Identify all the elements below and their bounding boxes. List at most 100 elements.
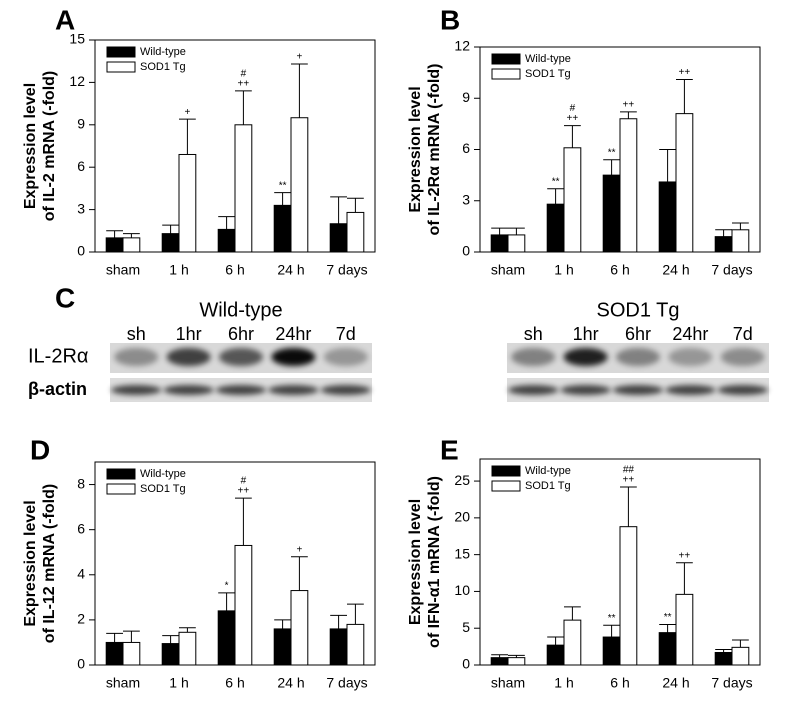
x-tick-label: sham (106, 675, 140, 691)
significance-mark: + (296, 544, 302, 555)
x-tick-label: sham (491, 262, 525, 278)
significance-mark: ++ (238, 79, 250, 90)
x-tick-label: 6 h (610, 262, 629, 278)
x-tick-label: 6 h (225, 262, 244, 278)
bar (234, 124, 253, 253)
error-bar (564, 125, 581, 148)
bar (122, 237, 141, 253)
bar (105, 641, 124, 666)
x-tick-label: 7 days (326, 675, 367, 691)
y-axis-label-line: Expression level (22, 500, 39, 626)
y-tick-label: 0 (77, 243, 85, 259)
legend-label: SOD1 Tg (525, 68, 571, 80)
x-tick-label: 7 days (326, 262, 367, 278)
x-tick-label: 1 h (169, 675, 188, 691)
blot-band (720, 348, 765, 366)
error-bar (659, 149, 676, 182)
significance-mark: ** (664, 612, 672, 623)
y-tick-label: 0 (462, 656, 470, 672)
blot-band (218, 348, 264, 366)
y-axis-label-line: of IL-2 mRNA (-fold) (41, 71, 58, 221)
legend-label: Wild-type (525, 465, 571, 477)
x-tick-label: sham (491, 675, 525, 691)
significance-mark: + (184, 107, 190, 118)
blot-band (111, 385, 162, 395)
blot-band (323, 348, 368, 366)
legend-label: Wild-type (525, 53, 571, 65)
error-bar (603, 159, 620, 176)
y-axis-label: Expression level of IL-2 mRNA (-fold) (22, 71, 58, 221)
significance-mark: ++ (679, 67, 691, 78)
significance-mark: ** (279, 180, 287, 191)
error-bar (274, 192, 291, 206)
blot-band (612, 385, 664, 395)
panel-label: D (30, 434, 50, 465)
y-tick-label: 6 (77, 158, 85, 174)
panel-label: E (440, 434, 459, 465)
error-bar (162, 635, 179, 644)
bar (105, 237, 124, 253)
panel-label: C (55, 282, 75, 313)
error-bar (235, 497, 252, 546)
significance-mark: ++ (623, 100, 635, 111)
significance-mark: * (225, 580, 229, 591)
blot-band (215, 385, 267, 395)
lane-label: 6hr (228, 324, 254, 344)
y-tick-label: 3 (462, 191, 470, 207)
significance-mark: # (241, 69, 247, 80)
significance-mark: ++ (623, 475, 635, 486)
significance-mark: # (570, 103, 576, 114)
legend-swatch (106, 46, 136, 58)
blot-band (268, 385, 319, 395)
bar (731, 646, 750, 666)
lane-label: 1hr (573, 324, 599, 344)
error-bar (106, 632, 123, 643)
legend-label: SOD1 Tg (525, 480, 571, 492)
blot-band (563, 348, 608, 366)
y-tick-label: 2 (77, 611, 85, 627)
error-bar (106, 230, 123, 238)
significance-mark: + (296, 52, 302, 63)
error-bar (547, 188, 564, 205)
x-tick-label: 1 h (554, 262, 573, 278)
error-bar (330, 196, 347, 224)
bar (507, 234, 526, 253)
bar (290, 117, 309, 253)
error-bar (564, 606, 581, 621)
bar (619, 526, 638, 666)
bar (490, 657, 509, 666)
x-tick-label: 6 h (225, 675, 244, 691)
x-tick-label: 6 h (610, 675, 629, 691)
lane-label: sh (127, 324, 146, 344)
y-axis-label-line: Expression level (407, 86, 424, 212)
y-tick-label: 6 (77, 520, 85, 536)
significance-mark: # (241, 476, 247, 487)
x-tick-label: 1 h (554, 675, 573, 691)
blot-band (508, 385, 559, 395)
y-axis-label-line: of IL-2Rα mRNA (-fold) (426, 64, 443, 236)
lane-label: sh (524, 324, 543, 344)
y-tick-label: 6 (462, 140, 470, 156)
significance-mark: ++ (679, 550, 691, 561)
x-tick-label: 24 h (662, 675, 689, 691)
blot-group-title: SOD1 Tg (597, 299, 680, 321)
bar (346, 211, 365, 253)
error-bar (179, 118, 196, 155)
error-bar (620, 111, 637, 119)
error-bar (508, 654, 525, 658)
lane-label: 24hr (672, 324, 708, 344)
blot-row-label: β-actin (28, 379, 87, 399)
y-tick-label: 9 (77, 116, 85, 132)
error-bar (491, 227, 508, 235)
blot-band (114, 348, 159, 366)
legend-label: SOD1 Tg (140, 61, 186, 73)
y-tick-label: 5 (462, 619, 470, 635)
bar (217, 610, 236, 666)
bar (234, 544, 253, 666)
bar (178, 631, 197, 666)
bar (273, 204, 292, 253)
significance-mark: ## (623, 465, 635, 476)
significance-mark: ** (552, 176, 560, 187)
y-axis-label: Expression level of IFN-α1 mRNA (-fold) (407, 476, 443, 648)
